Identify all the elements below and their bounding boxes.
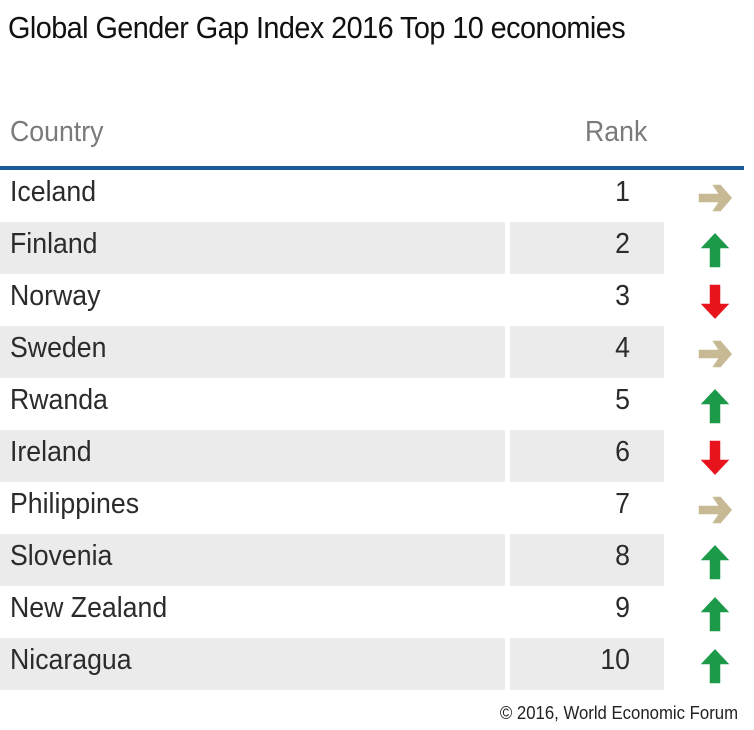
arrow-up-icon [695, 542, 735, 582]
rank-cell: 4 [615, 332, 630, 364]
country-cell: Rwanda [10, 384, 108, 416]
table-body: Iceland 1 Finland 2 Norway 3 Sweden 4 Rwanda 5 Ire… [0, 170, 754, 690]
table-row: Norway 3 [0, 274, 754, 326]
arrow-down-icon [695, 438, 735, 478]
country-cell: Norway [10, 280, 101, 312]
chart-title: Global Gender Gap Index 2016 Top 10 econ… [8, 10, 626, 45]
row-shade [510, 430, 664, 482]
row-shade [0, 326, 505, 378]
row-shade [0, 430, 505, 482]
country-cell: Slovenia [10, 540, 113, 572]
country-cell: Sweden [10, 332, 107, 364]
rank-cell: 7 [615, 488, 630, 520]
table-row: New Zealand 9 [0, 586, 754, 638]
rank-cell: 10 [600, 644, 630, 676]
country-cell: Nicaragua [10, 644, 132, 676]
header-rule [0, 166, 744, 170]
arrow-right-icon [695, 178, 735, 218]
arrow-down-icon [695, 282, 735, 322]
table-row: Sweden 4 [0, 326, 754, 378]
rank-cell: 5 [615, 384, 630, 416]
country-cell: New Zealand [10, 592, 168, 624]
table-row: Finland 2 [0, 222, 754, 274]
table-row: Ireland 6 [0, 430, 754, 482]
arrow-up-icon [695, 646, 735, 686]
row-shade [510, 534, 664, 586]
row-shade [510, 326, 664, 378]
arrow-up-icon [695, 386, 735, 426]
row-shade [510, 222, 664, 274]
copyright-footer: © 2016, World Economic Forum [499, 703, 738, 723]
rank-cell: 6 [615, 436, 630, 468]
column-header-rank: Rank [585, 116, 648, 148]
row-shade [0, 638, 505, 690]
table-row: Nicaragua 10 [0, 638, 754, 690]
rank-cell: 1 [615, 176, 630, 208]
country-cell: Finland [10, 228, 98, 260]
column-header-country: Country [10, 116, 104, 148]
table-row: Iceland 1 [0, 170, 754, 222]
row-shade [510, 638, 664, 690]
rank-cell: 8 [615, 540, 630, 572]
arrow-up-icon [695, 230, 735, 270]
country-cell: Ireland [10, 436, 92, 468]
rank-cell: 9 [615, 592, 630, 624]
arrow-up-icon [695, 594, 735, 634]
country-cell: Philippines [10, 488, 140, 520]
arrow-right-icon [695, 334, 735, 374]
table-row: Slovenia 8 [0, 534, 754, 586]
table-row: Philippines 7 [0, 482, 754, 534]
rank-cell: 2 [615, 228, 630, 260]
row-shade [0, 534, 505, 586]
rank-cell: 3 [615, 280, 630, 312]
country-cell: Iceland [10, 176, 97, 208]
row-shade [0, 222, 505, 274]
table-row: Rwanda 5 [0, 378, 754, 430]
arrow-right-icon [695, 490, 735, 530]
